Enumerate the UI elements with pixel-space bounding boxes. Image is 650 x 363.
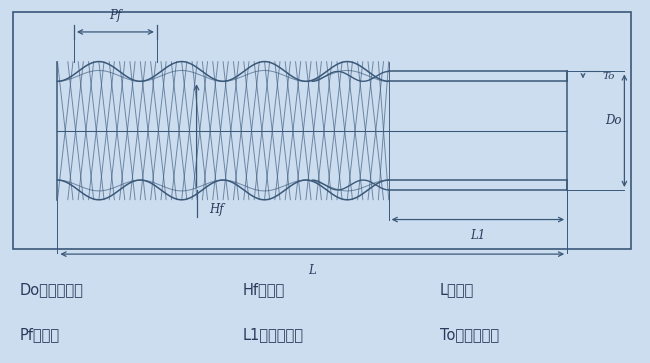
Text: Pf：波距: Pf：波距: [20, 327, 59, 342]
Text: To：光段壁厚: To：光段壁厚: [439, 327, 499, 342]
Text: L: L: [308, 264, 316, 277]
Text: To: To: [602, 72, 614, 81]
Text: Pf: Pf: [109, 9, 122, 22]
Text: Do: Do: [604, 114, 621, 127]
Text: L：全长: L：全长: [439, 282, 474, 297]
Text: Hf：波高: Hf：波高: [242, 282, 285, 297]
Text: L1：光段长度: L1：光段长度: [242, 327, 303, 342]
Text: Hf: Hf: [209, 203, 224, 216]
Text: L1: L1: [470, 229, 486, 242]
Text: Do：光段外径: Do：光段外径: [20, 282, 83, 297]
